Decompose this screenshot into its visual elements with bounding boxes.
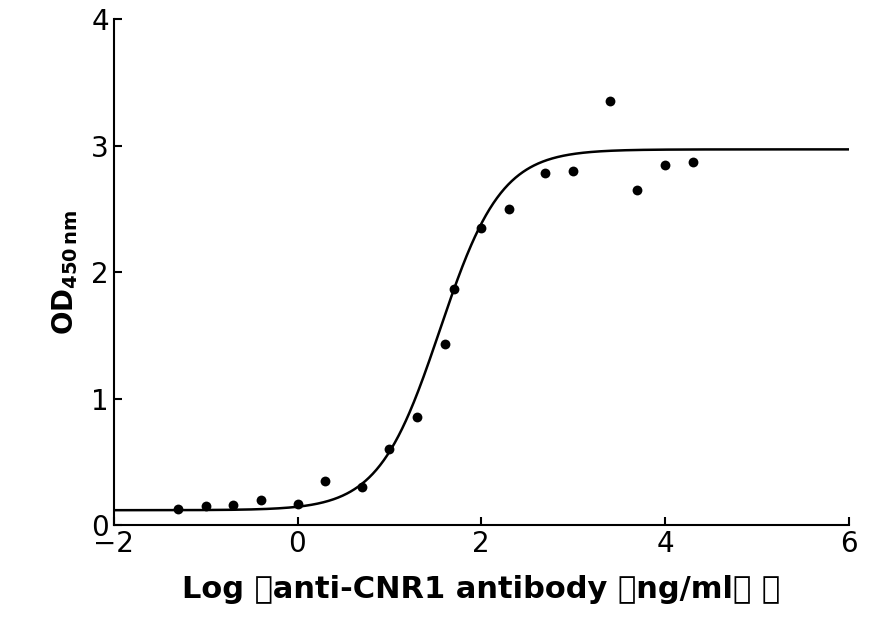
Point	[474, 223, 488, 233]
Point	[446, 284, 460, 294]
Point	[566, 166, 580, 176]
Point	[227, 500, 241, 510]
Point	[438, 339, 452, 349]
Point	[354, 482, 368, 492]
Point	[630, 185, 644, 195]
Y-axis label: $\mathbf{OD_{450\,nm}}$: $\mathbf{OD_{450\,nm}}$	[50, 210, 80, 335]
Point	[603, 96, 617, 106]
X-axis label: Log （anti-CNR1 antibody （ng/ml） ）: Log （anti-CNR1 antibody （ng/ml） ）	[182, 575, 780, 604]
Point	[254, 495, 268, 505]
Point	[318, 476, 332, 486]
Point	[382, 444, 396, 454]
Point	[171, 504, 185, 514]
Point	[199, 501, 213, 511]
Point	[686, 157, 700, 167]
Point	[538, 168, 552, 179]
Point	[410, 411, 424, 422]
Point	[502, 204, 516, 214]
Point	[290, 499, 304, 509]
Point	[658, 160, 672, 170]
